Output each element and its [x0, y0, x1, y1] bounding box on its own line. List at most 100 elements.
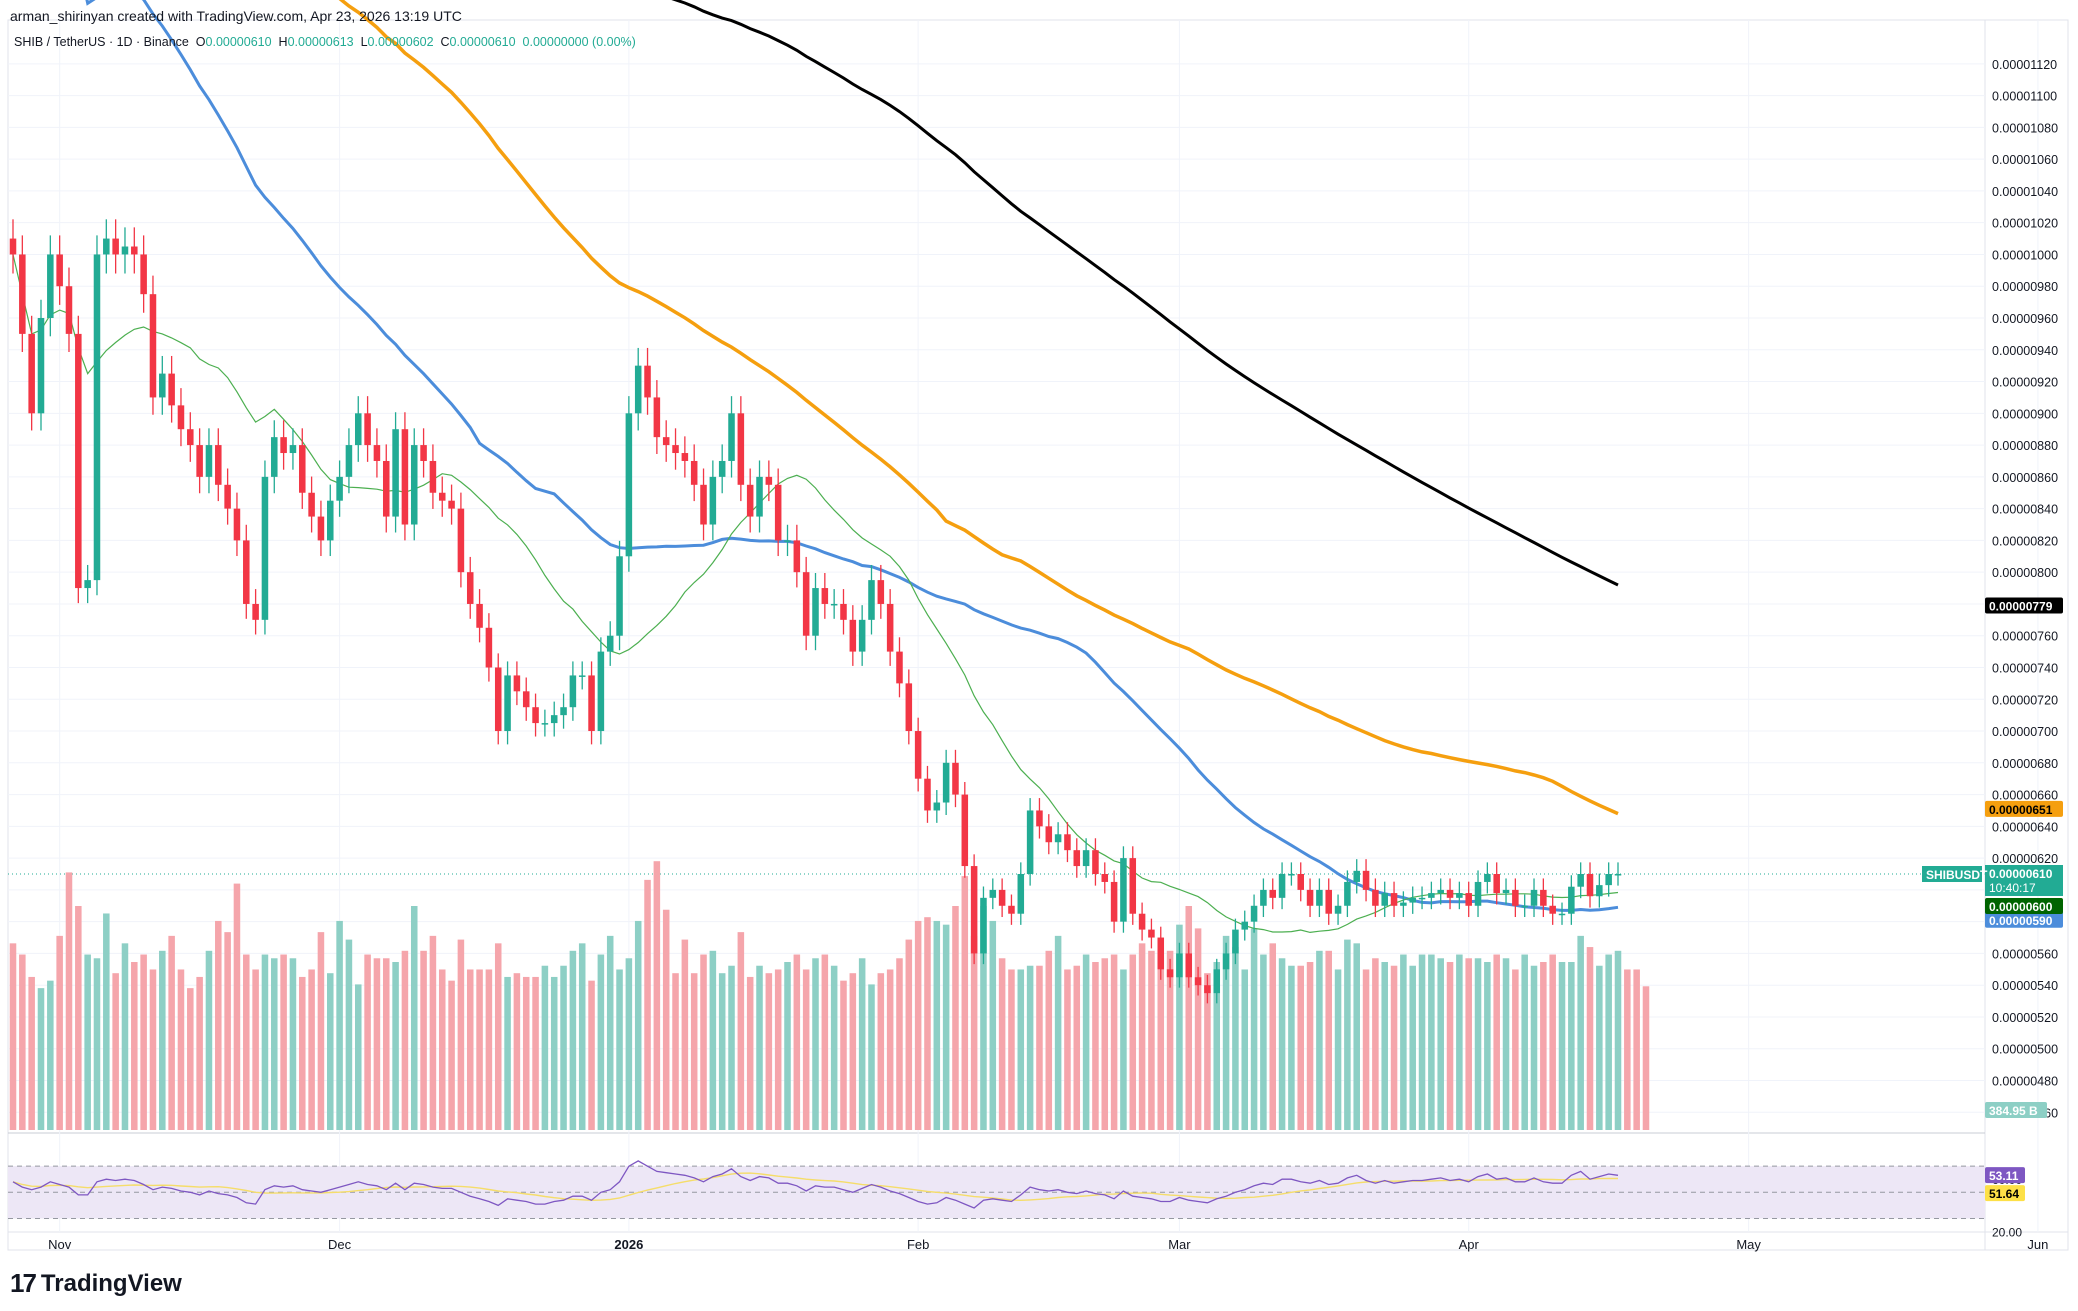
- x-tick-label: Feb: [907, 1237, 929, 1252]
- x-tick-label: Mar: [1168, 1237, 1191, 1252]
- volume-bar: [550, 976, 558, 1130]
- candle-body: [1278, 874, 1286, 898]
- candle-body: [690, 460, 698, 485]
- volume-bar: [131, 962, 138, 1130]
- candle-body: [308, 492, 315, 517]
- candle-body: [1185, 953, 1193, 978]
- candle-body: [653, 397, 661, 438]
- candle-body: [672, 445, 679, 454]
- volume-bar: [354, 984, 362, 1130]
- volume-bar: [47, 980, 54, 1130]
- candle-body: [905, 683, 913, 732]
- rsi-ma-tag-bg: [1985, 1185, 2025, 1202]
- candle-body: [1596, 885, 1603, 897]
- y-tick-label: 0.00000940: [1992, 344, 2058, 358]
- candle-body: [261, 476, 269, 620]
- volume-bar: [1325, 950, 1332, 1130]
- candle-body: [765, 476, 773, 485]
- tradingview-brand[interactable]: 17 TradingView: [10, 1268, 182, 1299]
- volume-bar: [112, 973, 119, 1130]
- volume-bar: [420, 950, 427, 1130]
- volume-bar: [1344, 939, 1351, 1130]
- volume-bar: [1334, 969, 1342, 1130]
- volume-bar: [681, 939, 689, 1130]
- candle-body: [438, 492, 446, 501]
- volume-bar: [1064, 969, 1071, 1130]
- candle-body: [1092, 850, 1099, 875]
- volume-bar: [1120, 969, 1127, 1130]
- volume-bar: [168, 935, 175, 1130]
- x-tick-label: May: [1736, 1237, 1761, 1252]
- volume-bar: [1605, 954, 1612, 1130]
- volume-bar: [1484, 962, 1491, 1130]
- candle-body: [1521, 905, 1528, 908]
- candle-body: [1372, 889, 1379, 906]
- candle-body: [1101, 874, 1109, 882]
- candle-body: [606, 635, 614, 652]
- candle-body: [196, 445, 203, 477]
- volume-bar: [1129, 954, 1137, 1130]
- volume-bar: [1400, 954, 1407, 1130]
- candle-body: [1138, 913, 1146, 930]
- volume-bar: [1642, 986, 1650, 1130]
- candle-body: [1120, 858, 1127, 922]
- volume-bar: [793, 954, 801, 1130]
- volume-bar: [597, 954, 605, 1130]
- volume-bar: [177, 969, 185, 1130]
- x-tick-label: Dec: [328, 1237, 352, 1252]
- y-tick-label: 0.00000540: [1992, 979, 2058, 993]
- symbol-legend[interactable]: SHIB / TetherUS · 1D · Binance O 0.000006…: [14, 35, 636, 49]
- candle-body: [271, 437, 278, 477]
- low-value: 0.00000602: [367, 35, 434, 49]
- volume-bar: [1157, 958, 1165, 1130]
- candle-body: [494, 667, 502, 732]
- volume-bar: [998, 958, 1006, 1130]
- volume-bar: [709, 950, 717, 1130]
- volume-bar: [1204, 973, 1211, 1130]
- x-tick-label: Apr: [1459, 1237, 1480, 1252]
- y-tick-label: 0.00000820: [1992, 534, 2058, 548]
- open-label: O: [195, 35, 206, 49]
- candle-body: [289, 445, 297, 454]
- volume-bar: [914, 920, 922, 1130]
- candle-body: [1250, 905, 1258, 922]
- candle-body: [1418, 897, 1426, 900]
- symbol-name[interactable]: SHIB / TetherUS · 1D · Binance: [14, 35, 189, 49]
- volume-bar: [1549, 954, 1556, 1130]
- volume-bar: [392, 962, 399, 1130]
- candle-body: [299, 445, 306, 493]
- candle-body: [9, 238, 17, 255]
- candle-body: [1269, 889, 1277, 898]
- volume-bar: [1101, 958, 1109, 1130]
- candle-body: [644, 365, 651, 398]
- rsi-pane[interactable]: 60.0020.00: [8, 1160, 2022, 1240]
- price-candles[interactable]: [9, 219, 1622, 1004]
- volume-bar: [1269, 943, 1277, 1130]
- volume-bar: [1045, 950, 1053, 1130]
- candle-body: [634, 365, 642, 414]
- price-axis[interactable]: 0.00001120 0.00001100 0.00001080 0.00001060…: [1992, 58, 2058, 1120]
- candle-body: [1325, 889, 1332, 914]
- volume-bar: [1213, 962, 1221, 1130]
- volume-bar: [821, 954, 829, 1130]
- candle-body: [1390, 893, 1398, 906]
- candle-body: [485, 627, 493, 668]
- candle-body: [1484, 874, 1491, 882]
- candle-body: [1297, 874, 1304, 890]
- candle-body: [336, 476, 343, 501]
- ma-fast-tag-text: 0.00000600: [1989, 900, 2053, 914]
- candle-body: [457, 508, 465, 573]
- candle-body: [65, 286, 73, 334]
- volume-bar: [625, 958, 633, 1130]
- volume-bar: [1633, 969, 1640, 1130]
- volume-bar: [56, 935, 63, 1130]
- candle-body: [1316, 889, 1323, 906]
- volume-bar: [1260, 954, 1267, 1130]
- candle-body: [280, 437, 287, 454]
- volume-bar: [103, 913, 110, 1130]
- volume-bar: [700, 954, 707, 1130]
- volume-bar: [690, 973, 698, 1130]
- candle-body: [718, 460, 726, 477]
- time-axis[interactable]: Nov Dec 2026 Feb Mar Apr May Jun: [48, 1237, 2048, 1252]
